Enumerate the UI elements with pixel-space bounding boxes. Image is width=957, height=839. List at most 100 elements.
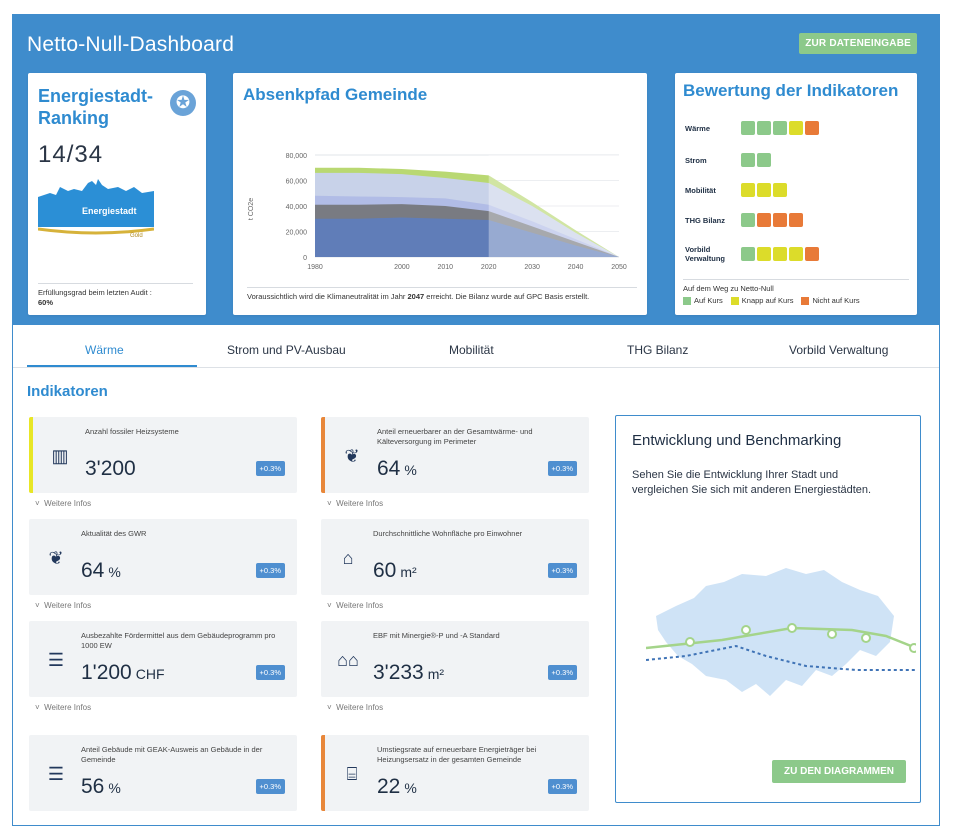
evaluation-row-label: Mobilität xyxy=(685,185,716,195)
path-footer-year: 2047 xyxy=(407,292,425,301)
y-axis-label: t CO2e xyxy=(248,198,255,220)
indicator-card[interactable]: ☰ Ausbezahlte Fördermittel aus dem Gebäud… xyxy=(29,621,297,697)
evaluation-legend: Auf dem Weg zu Netto-Null Auf Kurs Knapp … xyxy=(683,279,909,306)
tab-mobilitaet[interactable]: Mobilität xyxy=(449,343,494,357)
rating-square xyxy=(773,213,787,227)
more-info-toggle[interactable]: ˅ Weitere Infos xyxy=(35,499,91,508)
indicator-value: 60 m² xyxy=(373,559,417,583)
more-info-toggle[interactable]: ˅ Weitere Infos xyxy=(327,499,383,508)
path-footer-pre: Voraussichtlich wird die Klimaneutralitä… xyxy=(247,292,406,301)
evaluation-row: Wärme xyxy=(685,121,821,135)
rating-square xyxy=(757,247,771,261)
indicator-number: 22 xyxy=(377,775,401,798)
legend-swatch xyxy=(683,297,691,306)
series-area-4 xyxy=(315,217,619,257)
evaluation-card: Bewertung der Indikatoren Wärme Strom Mobi… xyxy=(675,73,917,315)
indicator-card[interactable]: ❦ Anteil erneuerbarer an der Gesamtwärme-… xyxy=(321,417,589,493)
indicator-unit: % xyxy=(108,780,121,796)
indicator-card[interactable]: ❦ Aktualität des GWR 64% +0.3% xyxy=(29,519,297,595)
indicator-card[interactable]: ☰ Anteil Gebäude mit GEAK-Ausweis an Gebä… xyxy=(29,735,297,811)
heater-icon: ▥ xyxy=(51,446,69,466)
evaluation-row-label: Wärme xyxy=(685,123,711,133)
star-badge-icon: ✪ xyxy=(170,90,196,116)
diagrams-button[interactable]: ZU DEN DIAGRAMMEN xyxy=(772,760,906,783)
evaluation-row: THG Bilanz xyxy=(685,213,805,227)
indicator-number: 3'200 xyxy=(85,457,136,480)
tab-waerme[interactable]: Wärme xyxy=(85,343,124,357)
rating-square xyxy=(741,121,755,135)
rating-square xyxy=(741,183,755,197)
tab-vorbild-verwaltung[interactable]: Vorbild Verwaltung xyxy=(789,343,889,357)
rating-square xyxy=(773,247,787,261)
indicator-unit: m² xyxy=(427,666,445,682)
header-band: Netto-Null-Dashboard ZUR DATENEINGABE En… xyxy=(13,15,939,325)
indicator-label: Durchschnittliche Wohnfläche pro Einwohn… xyxy=(373,529,523,538)
rating-square xyxy=(757,183,771,197)
ranking-title: Energiestadt-Ranking xyxy=(38,86,154,128)
benchmark-card: Entwicklung und Benchmarking Sehen Sie d… xyxy=(615,415,921,803)
indicator-number: 56 xyxy=(81,775,105,798)
indicator-number: 64 xyxy=(81,559,105,582)
rating-square xyxy=(773,183,787,197)
houses-icon: ⌂⌂ xyxy=(337,650,359,670)
y-tick-label: 0 xyxy=(303,255,307,262)
change-badge: +0.3% xyxy=(255,563,285,578)
indicator-label: Umstiegsrate auf erneuerbare Energieträg… xyxy=(377,745,537,764)
x-tick-label: 2020 xyxy=(481,264,497,271)
evaluation-row: Strom xyxy=(685,153,773,167)
legend-item: Knapp auf Kurs xyxy=(730,296,794,306)
more-info-toggle[interactable]: ˅ Weitere Infos xyxy=(35,601,91,610)
indicator-value: 64% xyxy=(81,559,121,583)
x-tick-label: 1980 xyxy=(307,264,323,271)
path-footer: Voraussichtlich wird die Klimaneutralitä… xyxy=(247,287,637,302)
logo-sub: Gold xyxy=(130,233,143,239)
data-entry-button[interactable]: ZUR DATENEINGABE xyxy=(799,33,917,54)
rating-square xyxy=(741,213,755,227)
rating-square xyxy=(773,121,787,135)
indicator-card[interactable]: ⌸ Umstiegsrate auf erneuerbare Energieträ… xyxy=(321,735,589,811)
legend-item: Auf Kurs xyxy=(683,296,723,306)
money-icon: ☰ xyxy=(47,764,65,784)
indicator-value: 1'200 CHF xyxy=(81,661,165,685)
tab-thg-bilanz[interactable]: THG Bilanz xyxy=(627,343,689,357)
indicator-number: 64 xyxy=(377,457,401,480)
more-info-label: Weitere Infos xyxy=(44,499,92,508)
rating-square xyxy=(805,247,819,261)
chevron-down-icon: ˅ xyxy=(35,601,40,610)
more-info-label: Weitere Infos xyxy=(336,601,384,610)
logo-text: Energiestadt xyxy=(82,206,137,216)
indicator-number: 1'200 xyxy=(81,661,132,684)
chevron-down-icon: ˅ xyxy=(327,499,332,508)
legend-label: Knapp auf Kurs xyxy=(741,296,794,305)
indicator-card[interactable]: ⌂ Durchschnittliche Wohnfläche pro Einwoh… xyxy=(321,519,589,595)
more-info-label: Weitere Infos xyxy=(336,499,384,508)
y-tick-label: 40,000 xyxy=(286,204,308,211)
ranking-card: Energiestadt-Ranking ✪ 14/34 Energiestad… xyxy=(28,73,206,315)
indicator-card[interactable]: ▥ Anzahl fossiler Heizsysteme 3'200 +0.3% xyxy=(29,417,297,493)
y-tick-label: 20,000 xyxy=(286,230,308,237)
indicator-label: Anzahl fossiler Heizsysteme xyxy=(85,427,179,436)
indicator-value: 3'200 xyxy=(85,457,140,481)
switzerland-map-illustration xyxy=(646,568,916,696)
dashboard-frame: Netto-Null-Dashboard ZUR DATENEINGABE En… xyxy=(12,14,940,826)
tab-strom[interactable]: Strom und PV-Ausbau xyxy=(227,343,346,357)
indicator-value: 22% xyxy=(377,775,417,799)
indicator-unit: % xyxy=(404,780,417,796)
more-info-toggle[interactable]: ˅ Weitere Infos xyxy=(327,703,383,712)
benchmark-text: Sehen Sie die Entwicklung Ihrer Stadt un… xyxy=(632,469,872,496)
x-tick-label: 2000 xyxy=(394,264,410,271)
ranking-footer-label: Erfüllungsgrad beim letzten Audit : xyxy=(38,288,152,297)
rating-square xyxy=(789,247,803,261)
more-info-toggle[interactable]: ˅ Weitere Infos xyxy=(327,601,383,610)
indicator-value: 3'233 m² xyxy=(373,661,444,685)
more-info-toggle[interactable]: ˅ Weitere Infos xyxy=(35,703,91,712)
y-tick-label: 80,000 xyxy=(286,153,308,160)
indicator-card[interactable]: ⌂⌂ EBF mit Minergie®-P und -A Standard 3'2… xyxy=(321,621,589,697)
indicator-number: 60 xyxy=(373,559,397,582)
legend-title: Auf dem Weg zu Netto-Null xyxy=(683,284,774,293)
change-badge: +0.3% xyxy=(547,665,577,680)
rating-square xyxy=(789,213,803,227)
indicator-label: Ausbezahlte Fördermittel aus dem Gebäude… xyxy=(81,631,276,650)
indicator-label: Anteil erneuerbarer an der Gesamtwärme- … xyxy=(377,427,533,446)
chevron-down-icon: ˅ xyxy=(35,499,40,508)
